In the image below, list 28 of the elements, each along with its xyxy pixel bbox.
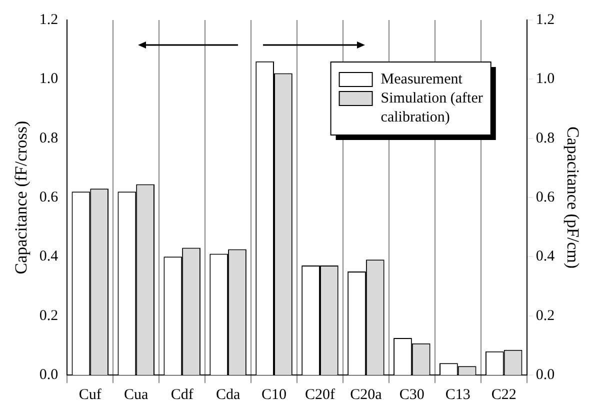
y-tick-label: 1.2 bbox=[39, 12, 58, 28]
y2-tick-label: 1.2 bbox=[536, 12, 555, 28]
x-tick-label: C13 bbox=[445, 386, 470, 403]
y2-tick-label: 1.0 bbox=[536, 71, 555, 88]
y2-tick-label: 0.6 bbox=[536, 189, 556, 206]
y2-tick-label: 0.8 bbox=[536, 130, 555, 146]
y-axis-title: Capacitance (fF/cross) bbox=[12, 120, 31, 274]
y-tick-label: 0.8 bbox=[39, 130, 58, 146]
y-tick-label: 0.6 bbox=[39, 189, 59, 206]
y2-tick-label: 0.2 bbox=[536, 308, 555, 324]
x-tick-label: Cda bbox=[216, 386, 240, 403]
legend-label: Measurement bbox=[380, 71, 464, 88]
legend-label: Simulation (after calibration) bbox=[380, 90, 483, 126]
y-tick-label: 0.2 bbox=[39, 308, 58, 324]
y-tick-label: 0.0 bbox=[39, 366, 58, 383]
x-tick-label: C20f bbox=[304, 386, 335, 403]
x-tick-label: Cua bbox=[124, 386, 149, 403]
y-tick-label: 1.0 bbox=[39, 71, 58, 88]
y2-tick-label: 0.4 bbox=[536, 248, 556, 265]
x-tick-label: C30 bbox=[399, 386, 424, 403]
y-tick-label: 0.4 bbox=[39, 248, 59, 265]
y2-axis-title: Capacitance (pF/cm) bbox=[563, 126, 582, 269]
x-tick-label: Cdf bbox=[170, 386, 194, 403]
x-tick-label: C20a bbox=[350, 386, 382, 403]
x-tick-label: Cuf bbox=[78, 386, 102, 403]
x-tick-label: C10 bbox=[262, 386, 287, 403]
y2-tick-label: 0.0 bbox=[536, 366, 555, 383]
x-tick-label: C22 bbox=[491, 386, 516, 403]
